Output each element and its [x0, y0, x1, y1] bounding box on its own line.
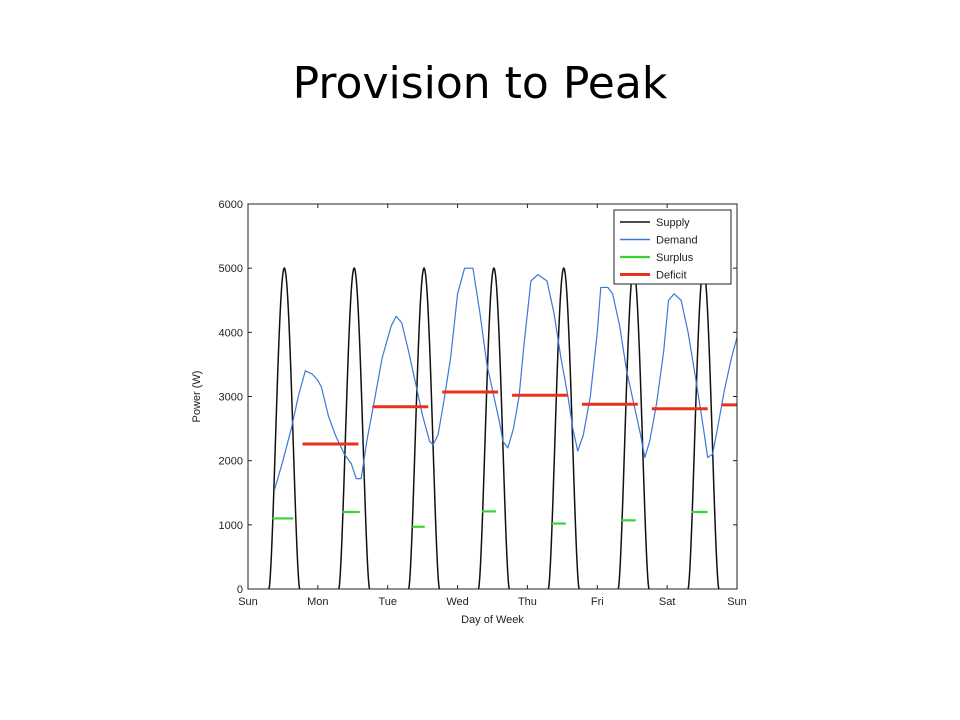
plot-area [268, 266, 737, 589]
y-tick-label: 6000 [219, 199, 243, 211]
y-axis-label: Power (W) [191, 371, 203, 423]
supply-curve [268, 266, 301, 589]
y-tick-label: 4000 [219, 327, 243, 339]
y-tick-label: 3000 [219, 392, 243, 404]
supply-curve [338, 266, 371, 589]
x-axis-label: Day of Week [461, 614, 524, 626]
x-tick-label: Fri [591, 596, 604, 608]
x-tick-label: Thu [518, 596, 537, 608]
legend-entry: Supply [656, 217, 690, 229]
slide-title: Provision to Peak [292, 58, 668, 109]
supply-curve [617, 266, 650, 589]
legend: Supply Demand Surplus Deficit [613, 209, 732, 285]
legend-entry: Surplus [656, 252, 694, 264]
supply-curve [407, 266, 441, 589]
x-tick-label: Sun [238, 596, 258, 608]
axes: 0 1000 2000 3000 4000 5000 6000 Sun Mon Tue Wed Thu… [191, 199, 747, 626]
x-tick-label: Wed [446, 596, 468, 608]
y-tick-label: 0 [237, 584, 243, 596]
x-tick-label: Mon [307, 596, 328, 608]
x-tick-label: Tue [378, 596, 397, 608]
y-tick-label: 1000 [219, 520, 243, 532]
legend-entry: Demand [656, 235, 698, 247]
supply-curve [477, 266, 511, 589]
legend-entry: Deficit [656, 270, 687, 282]
x-tick-label: Sat [659, 596, 676, 608]
y-tick-label: 2000 [219, 456, 243, 468]
y-tick-label: 5000 [219, 263, 243, 275]
supply-curve [547, 266, 580, 589]
x-tick-label: Sun [727, 596, 747, 608]
